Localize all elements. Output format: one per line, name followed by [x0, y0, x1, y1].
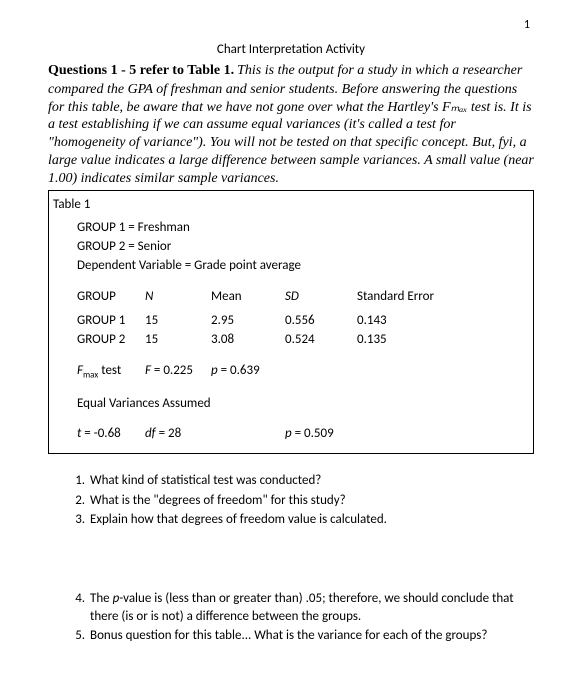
depvar: Dependent Variable = Grade point average	[77, 258, 525, 275]
group1-def: GROUP 1 = Freshman	[77, 220, 525, 237]
df-prefix: df	[145, 426, 156, 441]
fmax-p-prefix: p	[211, 363, 218, 378]
cell-n: 15	[145, 313, 211, 330]
question-2: What is the "degrees of freedom" for thi…	[88, 492, 534, 510]
cell-n: 15	[145, 332, 211, 349]
tp-prefix: p	[285, 426, 292, 441]
q4-c: -value is (less than or greater than) .0…	[90, 591, 514, 624]
question-1: What kind of statistical test was conduc…	[88, 472, 534, 490]
group2-def: GROUP 2 = Senior	[77, 239, 525, 256]
doc-title: Chart Interpretation Activity	[48, 42, 534, 59]
intro-lead: Questions 1 - 5 refer to Table 1.	[48, 63, 234, 78]
fmax-label-sub: max	[83, 370, 98, 381]
ttest-line: t = -0.68 df = 28 p = 0.509	[77, 426, 525, 443]
table-headers: GROUP N Mean SD Standard Error	[77, 289, 525, 306]
q4-a: The	[90, 591, 113, 606]
question-3: Explain how that degrees of freedom valu…	[88, 511, 534, 529]
fmax-line: Fmax test F = 0.225 p = 0.639	[77, 363, 525, 381]
hdr-group: GROUP	[77, 289, 145, 306]
cell-group: GROUP 1	[77, 313, 145, 330]
hdr-sd: SD	[285, 289, 357, 306]
page-number: 1	[48, 18, 534, 34]
hdr-se: Standard Error	[357, 289, 477, 306]
table-row: GROUP 1 15 2.95 0.556 0.143	[77, 313, 525, 330]
intro-body: This is the output for a study in which …	[48, 63, 534, 186]
cell-mean: 3.08	[211, 332, 285, 349]
hdr-n: N	[145, 289, 211, 306]
tp-val: = 0.509	[292, 426, 334, 441]
question-5: Bonus question for this table... What is…	[88, 627, 534, 645]
cell-sd: 0.524	[285, 332, 357, 349]
t-val: = -0.68	[81, 426, 120, 441]
df-val: = 28	[156, 426, 182, 441]
cell-se: 0.135	[357, 332, 477, 349]
intro: Questions 1 - 5 refer to Table 1. This i…	[48, 62, 534, 188]
hdr-mean: Mean	[211, 289, 285, 306]
table-1: Table 1 GROUP 1 = Freshman GROUP 2 = Sen…	[48, 190, 534, 454]
fmax-F-val: = 0.225	[151, 363, 193, 378]
question-4: The p-value is (less than or greater tha…	[88, 590, 534, 626]
table-label: Table 1	[53, 197, 525, 214]
cell-sd: 0.556	[285, 313, 357, 330]
cell-se: 0.143	[357, 313, 477, 330]
table-row: GROUP 2 15 3.08 0.524 0.135	[77, 332, 525, 349]
fmax-p-val: = 0.639	[218, 363, 260, 378]
cell-mean: 2.95	[211, 313, 285, 330]
cell-group: GROUP 2	[77, 332, 145, 349]
question-list: What kind of statistical test was conduc…	[88, 472, 534, 645]
equal-variances: Equal Variances Assumed	[77, 396, 525, 413]
fmax-label-suffix: test	[98, 363, 121, 378]
